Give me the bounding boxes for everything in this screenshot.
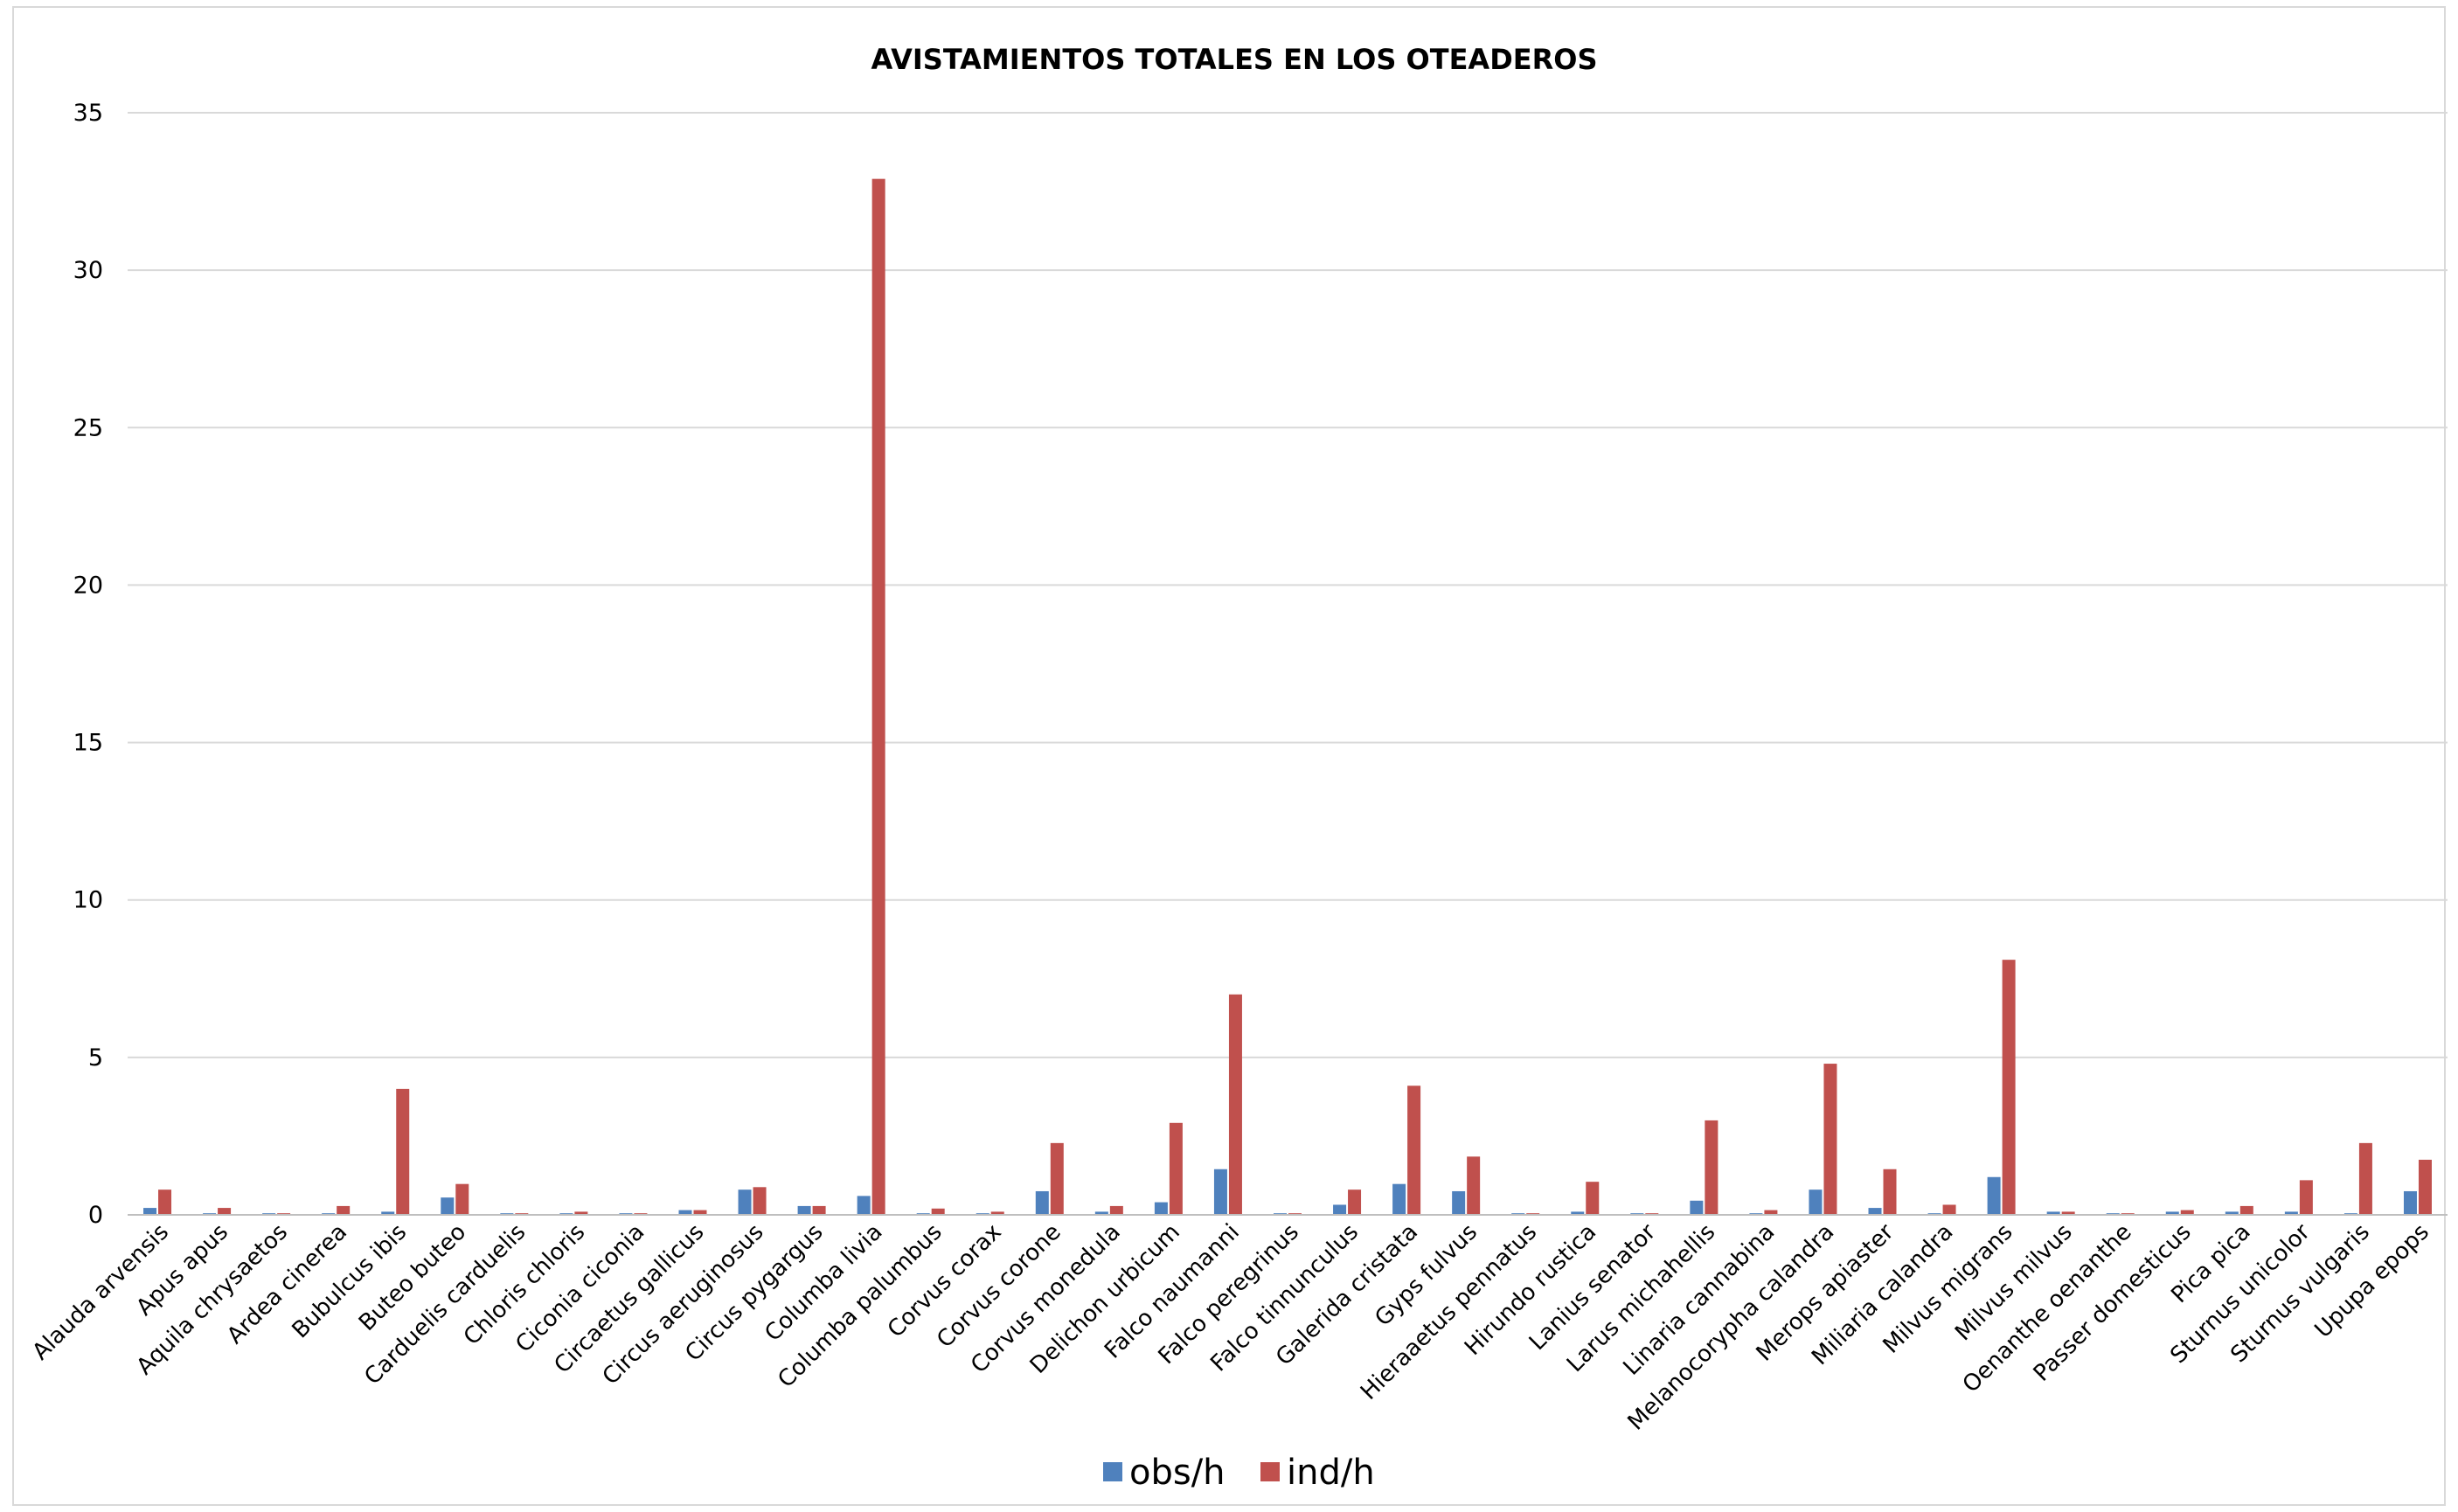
bar-obs-h <box>2403 1190 2417 1215</box>
legend-label-obs-h: obs/h <box>1129 1453 1226 1493</box>
bar-ind-h <box>1764 1210 1778 1215</box>
bars <box>143 178 2432 1215</box>
bar-ind-h <box>1467 1156 1481 1215</box>
bar-obs-h <box>1868 1208 1882 1215</box>
bar-obs-h <box>2284 1211 2298 1215</box>
bar-ind-h <box>1169 1122 1183 1215</box>
bar-ind-h <box>158 1189 172 1215</box>
bar-obs-h <box>143 1208 157 1215</box>
bar-ind-h <box>574 1211 588 1215</box>
bar-obs-h <box>1154 1202 1168 1215</box>
bar-ind-h <box>218 1208 232 1215</box>
bar-ind-h <box>2239 1205 2253 1215</box>
bar-obs-h <box>1333 1204 1347 1215</box>
legend: obs/h ind/h <box>1103 1453 1375 1493</box>
bar-ind-h <box>1705 1120 1719 1215</box>
bar-ind-h <box>1407 1085 1421 1215</box>
chart-frame <box>12 6 2446 1506</box>
bar-ind-h <box>693 1210 707 1215</box>
bar-ind-h <box>396 1088 410 1215</box>
chart-title: AVISTAMIENTOS TOTALES EN LOS OTEADEROS <box>871 43 1598 76</box>
bar-ind-h <box>455 1183 469 1215</box>
y-axis-tick-labels: 0 5 10 15 20 25 30 35 <box>73 100 103 1229</box>
bar-ind-h <box>931 1208 945 1215</box>
bar-obs-h <box>1035 1190 1049 1215</box>
bar-obs-h <box>678 1210 692 1215</box>
bar-obs-h <box>2046 1211 2060 1215</box>
bar-obs-h <box>1809 1189 1823 1215</box>
bar-obs-h <box>2165 1211 2179 1215</box>
bar-ind-h <box>871 178 885 1215</box>
bar-obs-h <box>857 1196 871 1215</box>
bar-obs-h <box>1690 1200 1704 1215</box>
bar-obs-h <box>738 1189 752 1215</box>
bar-obs-h <box>441 1197 455 1215</box>
bar-obs-h <box>2225 1211 2239 1215</box>
bar-ind-h <box>1883 1169 1897 1215</box>
y-tick-label: 20 <box>73 572 103 599</box>
bar-obs-h <box>1571 1211 1585 1215</box>
legend-swatch-ind-h <box>1260 1462 1280 1481</box>
bar-ind-h <box>337 1205 351 1215</box>
bar-ind-h <box>1942 1204 1956 1215</box>
bar-ind-h <box>1109 1205 1123 1215</box>
bar-obs-h <box>797 1205 811 1215</box>
bar-ind-h <box>1348 1189 1362 1215</box>
y-tick-label: 0 <box>88 1202 103 1229</box>
bar-ind-h <box>1586 1182 1600 1215</box>
y-tick-label: 5 <box>88 1044 103 1072</box>
bar-ind-h <box>2299 1180 2313 1215</box>
bar-ind-h <box>2418 1159 2432 1215</box>
legend-swatch-obs-h <box>1103 1462 1122 1481</box>
bar-ind-h <box>2061 1211 2075 1215</box>
bar-obs-h <box>1392 1183 1406 1215</box>
bar-ind-h <box>2180 1210 2194 1215</box>
bar-ind-h <box>990 1211 1004 1215</box>
bar-obs-h <box>1452 1190 1466 1215</box>
gridlines <box>128 112 2448 1058</box>
y-tick-label: 35 <box>73 100 103 127</box>
bar-obs-h <box>381 1211 395 1215</box>
y-tick-label: 15 <box>73 730 103 757</box>
bar-ind-h <box>1823 1064 1837 1215</box>
bar-ind-h <box>753 1187 767 1215</box>
bar-ind-h <box>1228 994 1242 1215</box>
y-tick-label: 10 <box>73 887 103 914</box>
bar-ind-h <box>812 1205 826 1215</box>
bar-obs-h <box>1987 1176 2001 1215</box>
bar-ind-h <box>2002 960 2016 1215</box>
y-tick-label: 25 <box>73 414 103 441</box>
legend-label-ind-h: ind/h <box>1287 1453 1375 1493</box>
y-tick-label: 30 <box>73 257 103 284</box>
bar-obs-h <box>1213 1169 1227 1215</box>
bar-ind-h <box>2358 1142 2372 1215</box>
bar-ind-h <box>1050 1142 1064 1215</box>
bar-obs-h <box>1094 1211 1108 1215</box>
